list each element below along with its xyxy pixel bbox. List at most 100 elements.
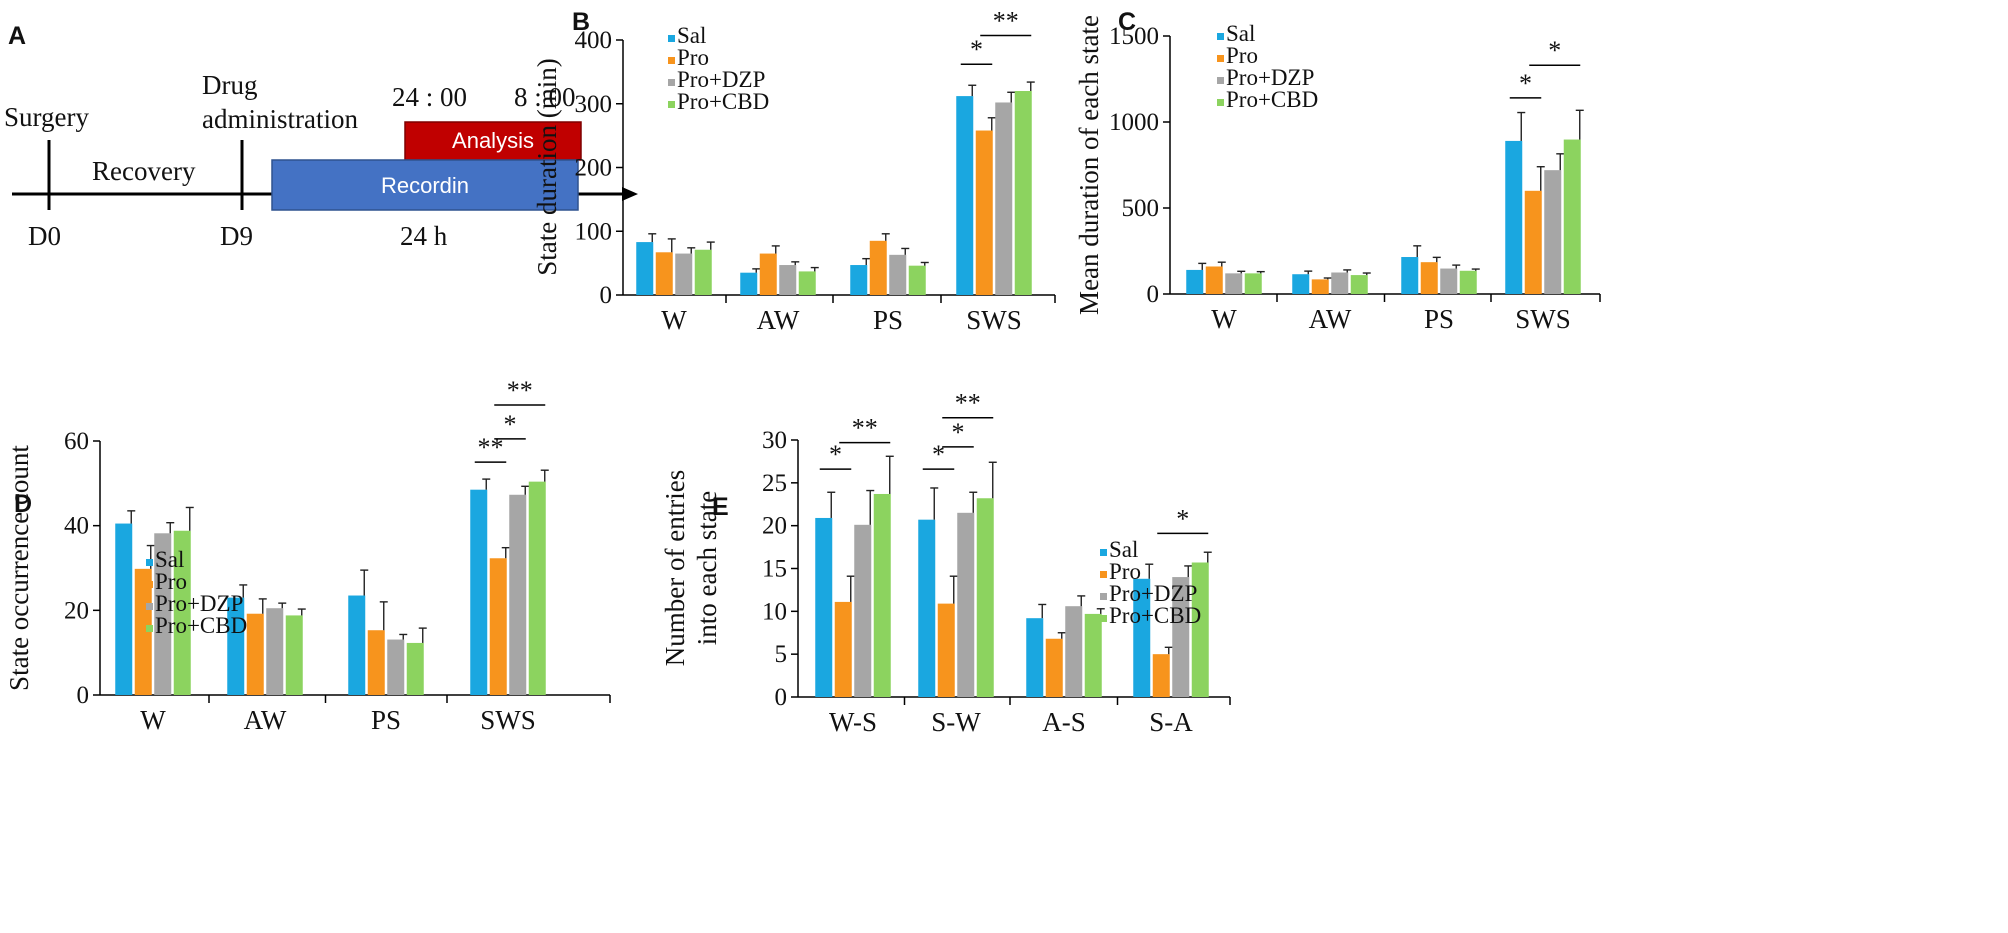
recording-box [271, 159, 579, 211]
bar [489, 558, 507, 695]
x-category-label: W-S [829, 707, 877, 737]
y-tick-label: 25 [762, 470, 787, 497]
bar [1440, 268, 1458, 294]
bar [1191, 562, 1209, 697]
significance-label: * [1519, 69, 1532, 98]
bar [976, 498, 994, 697]
legend-swatch [1217, 99, 1224, 106]
bar [115, 523, 133, 695]
bar [348, 595, 366, 695]
legend-swatch [1100, 549, 1107, 556]
bar [134, 568, 152, 695]
bar [1205, 266, 1223, 294]
y-tick-label: 60 [64, 428, 89, 455]
bar [509, 494, 527, 695]
y-tick-label: 15 [762, 556, 787, 583]
y-tick-label: 100 [575, 218, 613, 245]
y-axis-label: State duration (min) [532, 58, 562, 275]
bar [154, 533, 172, 695]
bar [246, 613, 264, 695]
y-axis-label: State occurrence count [4, 445, 34, 691]
legend-label: Pro+DZP [1109, 581, 1197, 606]
bar [937, 603, 955, 697]
surgery-label: Surgery [4, 102, 89, 132]
y-tick-label: 20 [762, 513, 787, 540]
y-tick-label: 0 [77, 682, 90, 709]
bar [854, 524, 872, 697]
legend-swatch [146, 603, 153, 610]
legend-label: Pro [677, 45, 709, 70]
legend-label: Pro+CBD [1226, 87, 1318, 112]
day0-label: D0 [28, 221, 61, 251]
time-start-label: 24 : 00 [392, 82, 467, 112]
y-tick-label: 1000 [1109, 109, 1159, 136]
analysis-label: Analysis [452, 128, 534, 153]
bar [834, 601, 852, 697]
x-category-label: A-S [1042, 707, 1086, 737]
panel-letter-a: A [8, 22, 26, 50]
administration-label: administration [202, 104, 358, 134]
bar [1420, 262, 1438, 294]
bar [957, 512, 975, 697]
y-tick-label: 0 [600, 282, 613, 309]
y-tick-label: 200 [575, 155, 613, 182]
y-axis-label: Number of entries [660, 470, 690, 666]
legend-label: Sal [677, 23, 706, 48]
bar [1225, 273, 1243, 294]
analysis-box [404, 121, 582, 161]
legend-swatch [668, 101, 675, 108]
y-axis-label: Mean duration of each state [1074, 15, 1104, 315]
y-tick-label: 10 [762, 598, 787, 625]
panel-letter: D [14, 490, 32, 518]
bar [815, 517, 833, 697]
y-tick-label: 500 [1122, 195, 1160, 222]
significance-label: * [970, 35, 983, 64]
bar [694, 249, 712, 295]
x-category-label: SWS [1515, 304, 1571, 334]
legend-label: Sal [1226, 21, 1255, 46]
bar [956, 96, 974, 295]
bar [1311, 279, 1329, 294]
x-category-label: AW [757, 305, 800, 335]
bar [1026, 618, 1044, 697]
chart-panel-b: B 0 100 200 300 400 W AW PS SWS State duration (mi… [532, 7, 1056, 335]
legend-label: Pro [1109, 559, 1141, 584]
timeline-arrowhead [622, 187, 638, 201]
y-tick-label: 0 [775, 684, 788, 711]
bar [675, 253, 693, 295]
bar [1544, 170, 1562, 294]
recording-label: Recordin [381, 173, 469, 198]
y-axis-label: into each state [692, 491, 722, 645]
chart-panel-c: C 0 500 1000 1500 W AW PS SWS Mean duration of ea… [1074, 8, 1601, 334]
bar [655, 252, 673, 295]
y-tick-label: 0 [1147, 281, 1160, 308]
y-tick-label: 1500 [1109, 23, 1159, 50]
significance-label: * [1548, 36, 1561, 65]
x-category-label: S-A [1149, 707, 1193, 737]
y-tick-label: 30 [762, 427, 787, 454]
significance-label: * [1176, 504, 1189, 533]
significance-label: ** [507, 376, 533, 405]
bar [798, 271, 816, 295]
legend-swatch [1100, 615, 1107, 622]
panel-letter: C [1118, 8, 1136, 36]
x-category-label: W [140, 705, 166, 735]
significance-label: * [932, 440, 945, 469]
significance-label: ** [852, 414, 878, 443]
day9-label: D9 [220, 221, 253, 251]
legend-label: Sal [1109, 537, 1138, 562]
bar [759, 253, 777, 295]
legend-swatch [668, 35, 675, 42]
legend-label: Pro+CBD [155, 613, 247, 638]
x-category-label: SWS [966, 305, 1022, 335]
bar [227, 597, 245, 695]
x-category-label: PS [1424, 304, 1454, 334]
significance-label: ** [955, 389, 981, 418]
bar [1331, 272, 1349, 294]
y-tick-label: 300 [575, 91, 613, 118]
legend-swatch [1100, 593, 1107, 600]
legend-label: Pro+CBD [677, 89, 769, 114]
bar [1014, 91, 1032, 295]
